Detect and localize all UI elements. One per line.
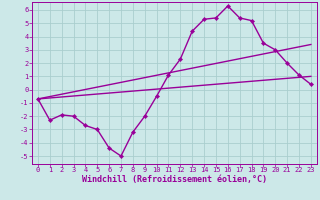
X-axis label: Windchill (Refroidissement éolien,°C): Windchill (Refroidissement éolien,°C) (82, 175, 267, 184)
